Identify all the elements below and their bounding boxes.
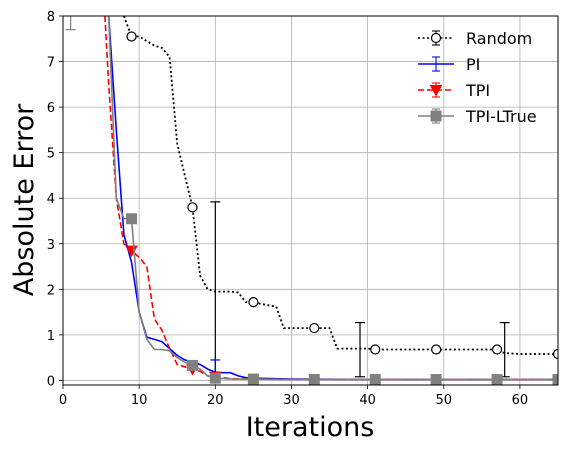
- plot-area: [65, 16, 558, 385]
- data-point: [126, 213, 138, 225]
- x-tick-label: 50: [435, 393, 452, 408]
- legend-item: TPI-LTrue: [418, 107, 537, 126]
- legend-item: Random: [418, 29, 532, 48]
- data-point: [430, 374, 442, 385]
- data-point: [247, 373, 259, 385]
- legend-item: TPI: [418, 81, 490, 100]
- data-point: [491, 374, 503, 385]
- x-tick-label: 30: [283, 393, 300, 408]
- series-random: [123, 16, 558, 382]
- series-line: [123, 16, 558, 355]
- legend-swatch-marker: [430, 32, 442, 44]
- axes: [59, 15, 521, 389]
- data-point: [309, 322, 320, 334]
- x-axis-label: Iterations: [246, 412, 375, 443]
- x-tick-label: 60: [512, 393, 529, 408]
- data-point: [552, 348, 558, 360]
- y-tick-label: 3: [47, 238, 55, 253]
- data-point: [209, 372, 221, 384]
- legend-item: PI: [418, 55, 480, 74]
- data-point: [491, 344, 503, 355]
- tick-labels: 0 10 20 30 40 50 60 0 1 2 3 4 5 6 7 8: [47, 10, 528, 408]
- x-tick-label: 10: [131, 393, 148, 408]
- y-tick-label: 1: [47, 329, 55, 344]
- y-tick-label: 4: [47, 192, 55, 207]
- data-point: [308, 374, 320, 385]
- x-tick-label: 0: [59, 393, 67, 408]
- data-point: [248, 296, 259, 308]
- x-tick-label: 40: [359, 393, 376, 408]
- x-tick-label: 20: [207, 393, 224, 408]
- legend-swatch-marker: [430, 110, 442, 122]
- data-point: [126, 31, 137, 42]
- legend-label: PI: [466, 55, 480, 74]
- legend: Random PI TPI TPI-LTrue: [418, 29, 537, 126]
- plot-frame: [62, 15, 559, 386]
- data-point: [186, 359, 198, 371]
- legend-label: TPI: [465, 81, 490, 100]
- y-axis-label: Absolute Error: [9, 103, 40, 296]
- grid: [62, 15, 558, 385]
- data-point: [369, 374, 381, 385]
- data-point: [187, 202, 198, 213]
- y-tick-label: 8: [47, 10, 55, 25]
- legend-swatch-marker: [429, 85, 443, 97]
- y-tick-label: 2: [47, 283, 55, 298]
- legend-label: TPI-LTrue: [465, 107, 537, 126]
- series-layer: [65, 16, 558, 385]
- data-point: [552, 374, 558, 385]
- data-point: [370, 344, 381, 355]
- y-tick-label: 0: [47, 374, 55, 389]
- data-point: [431, 344, 442, 355]
- series-tpi-ltrue: [65, 16, 558, 385]
- y-tick-label: 6: [47, 101, 55, 116]
- y-tick-label: 5: [47, 147, 55, 162]
- y-tick-label: 7: [47, 56, 55, 71]
- legend-label: Random: [466, 29, 532, 48]
